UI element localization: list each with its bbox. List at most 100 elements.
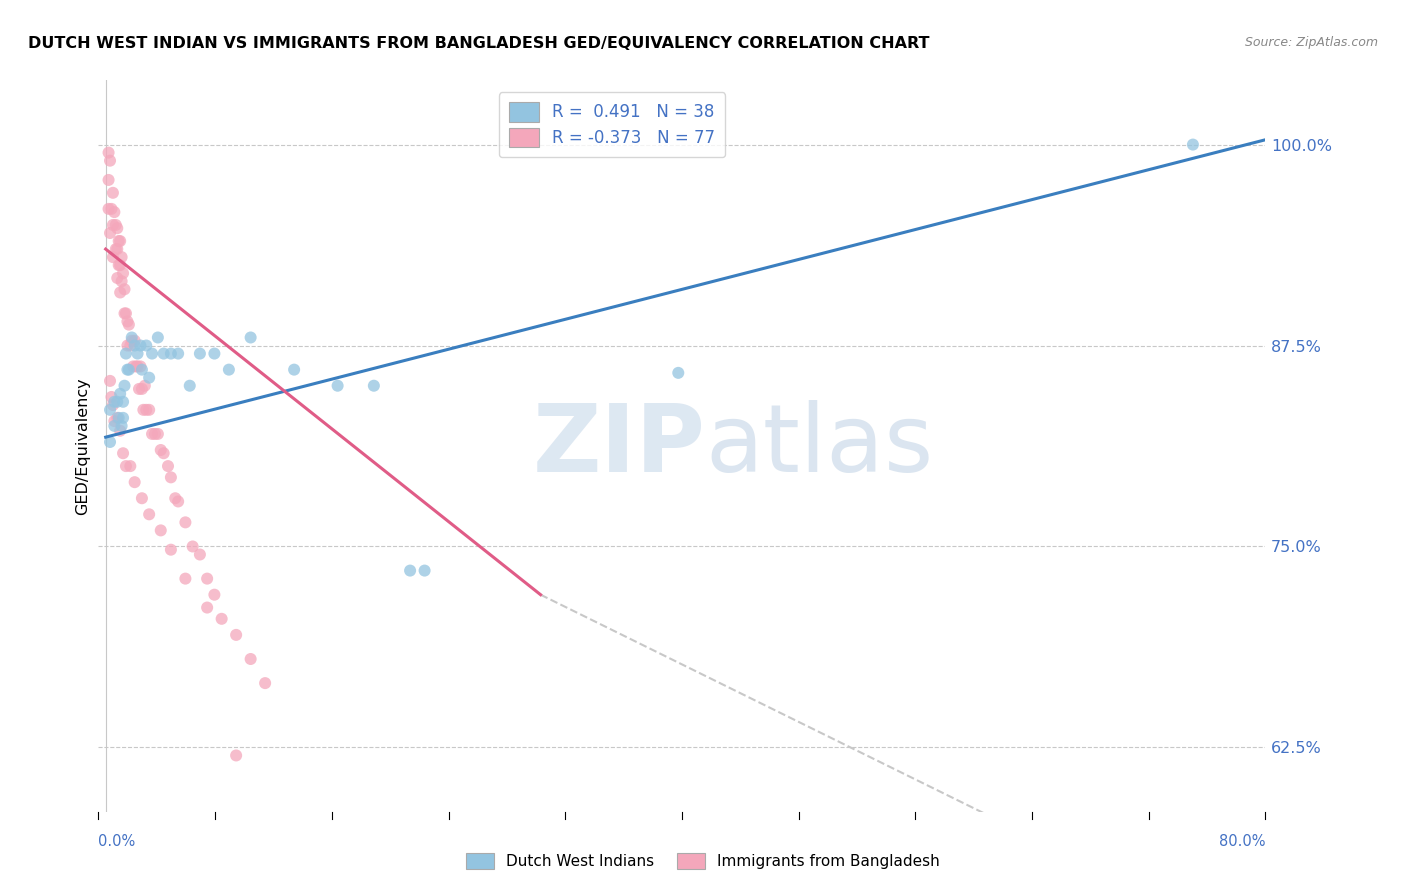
Point: [101, 218, 124, 232]
Point: [103, 394, 125, 409]
Point: [100, 390, 122, 404]
Point: [101, 186, 124, 200]
Point: [211, 612, 233, 626]
Point: [143, 426, 166, 441]
Text: 0.0%: 0.0%: [98, 834, 135, 849]
Point: [114, 378, 136, 392]
Text: 80.0%: 80.0%: [1219, 834, 1265, 849]
Point: [174, 572, 197, 586]
Point: [97, 202, 120, 216]
Point: [120, 459, 142, 474]
Point: [167, 494, 190, 508]
Point: [127, 346, 149, 360]
Point: [121, 334, 143, 348]
Point: [121, 330, 143, 344]
Point: [98, 153, 121, 168]
Point: [117, 314, 139, 328]
Point: [118, 362, 141, 376]
Point: [165, 491, 187, 506]
Y-axis label: GED/Equivalency: GED/Equivalency: [75, 377, 90, 515]
Point: [131, 491, 153, 506]
Text: DUTCH WEST INDIAN VS IMMIGRANTS FROM BANGLADESH GED/EQUIVALENCY CORRELATION CHAR: DUTCH WEST INDIAN VS IMMIGRANTS FROM BAN…: [28, 36, 929, 51]
Point: [115, 459, 138, 474]
Point: [160, 470, 183, 484]
Point: [115, 346, 138, 360]
Point: [129, 338, 152, 352]
Point: [202, 346, 225, 360]
Point: [98, 226, 121, 240]
Point: [149, 443, 172, 458]
Point: [118, 318, 141, 332]
Point: [107, 258, 129, 272]
Text: atlas: atlas: [706, 400, 934, 492]
Point: [112, 410, 135, 425]
Point: [152, 346, 174, 360]
Point: [112, 446, 135, 460]
Point: [138, 370, 160, 384]
Point: [1181, 137, 1204, 152]
Point: [141, 346, 163, 360]
Point: [188, 346, 211, 360]
Point: [104, 242, 127, 256]
Point: [138, 508, 160, 522]
Point: [110, 250, 132, 264]
Point: [146, 330, 169, 344]
Point: [413, 564, 436, 578]
Point: [108, 424, 131, 438]
Point: [105, 221, 128, 235]
Text: ZIP: ZIP: [533, 400, 706, 492]
Point: [100, 202, 122, 216]
Point: [225, 628, 247, 642]
Point: [108, 234, 131, 248]
Point: [105, 242, 128, 256]
Point: [105, 271, 128, 285]
Text: Source: ZipAtlas.com: Source: ZipAtlas.com: [1244, 36, 1378, 49]
Point: [160, 346, 183, 360]
Point: [122, 359, 145, 374]
Point: [146, 426, 169, 441]
Point: [141, 426, 163, 441]
Point: [195, 600, 218, 615]
Point: [98, 434, 121, 449]
Point: [156, 459, 179, 474]
Point: [103, 418, 125, 433]
Point: [254, 676, 277, 690]
Point: [114, 282, 136, 296]
Point: [104, 218, 127, 232]
Point: [181, 540, 204, 554]
Point: [131, 362, 153, 376]
Point: [107, 234, 129, 248]
Legend: Dutch West Indians, Immigrants from Bangladesh: Dutch West Indians, Immigrants from Bang…: [460, 847, 946, 875]
Point: [131, 382, 153, 396]
Point: [174, 516, 197, 530]
Point: [110, 274, 132, 288]
Point: [98, 402, 121, 417]
Point: [399, 564, 422, 578]
Point: [117, 362, 139, 376]
Point: [97, 173, 120, 187]
Point: [117, 338, 139, 352]
Point: [108, 386, 131, 401]
Point: [138, 402, 160, 417]
Point: [103, 205, 125, 219]
Point: [225, 748, 247, 763]
Point: [115, 306, 138, 320]
Point: [128, 382, 150, 396]
Point: [239, 652, 262, 666]
Point: [105, 394, 128, 409]
Point: [120, 338, 142, 352]
Point: [124, 475, 146, 490]
Point: [101, 398, 124, 412]
Point: [167, 346, 190, 360]
Point: [105, 410, 128, 425]
Point: [195, 572, 218, 586]
Point: [127, 359, 149, 374]
Point: [134, 378, 156, 392]
Point: [132, 402, 155, 417]
Point: [124, 334, 146, 348]
Point: [283, 362, 305, 376]
Point: [124, 338, 146, 352]
Point: [125, 359, 148, 374]
Point: [363, 378, 385, 392]
Point: [108, 258, 131, 272]
